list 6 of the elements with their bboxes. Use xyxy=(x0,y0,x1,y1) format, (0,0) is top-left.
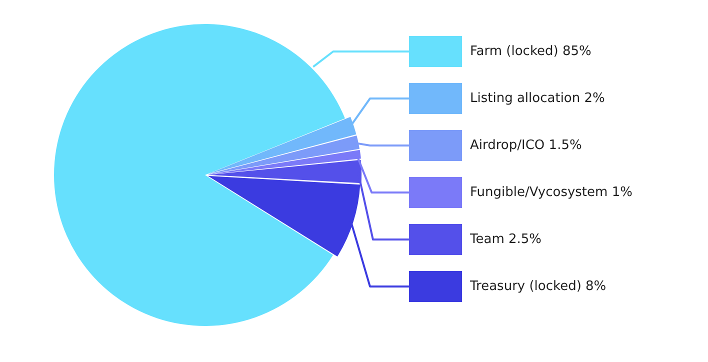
legend-label: Listing allocation 2% xyxy=(470,91,605,106)
legend-label: Treasury (locked) 8% xyxy=(470,279,606,294)
legend-label: Farm (locked) 85% xyxy=(470,44,592,59)
legend-label: Fungible/Vycosystem 1% xyxy=(470,185,632,200)
legend-label: Airdrop/ICO 1.5% xyxy=(470,138,582,153)
legend-label: Team 2.5% xyxy=(470,232,542,247)
